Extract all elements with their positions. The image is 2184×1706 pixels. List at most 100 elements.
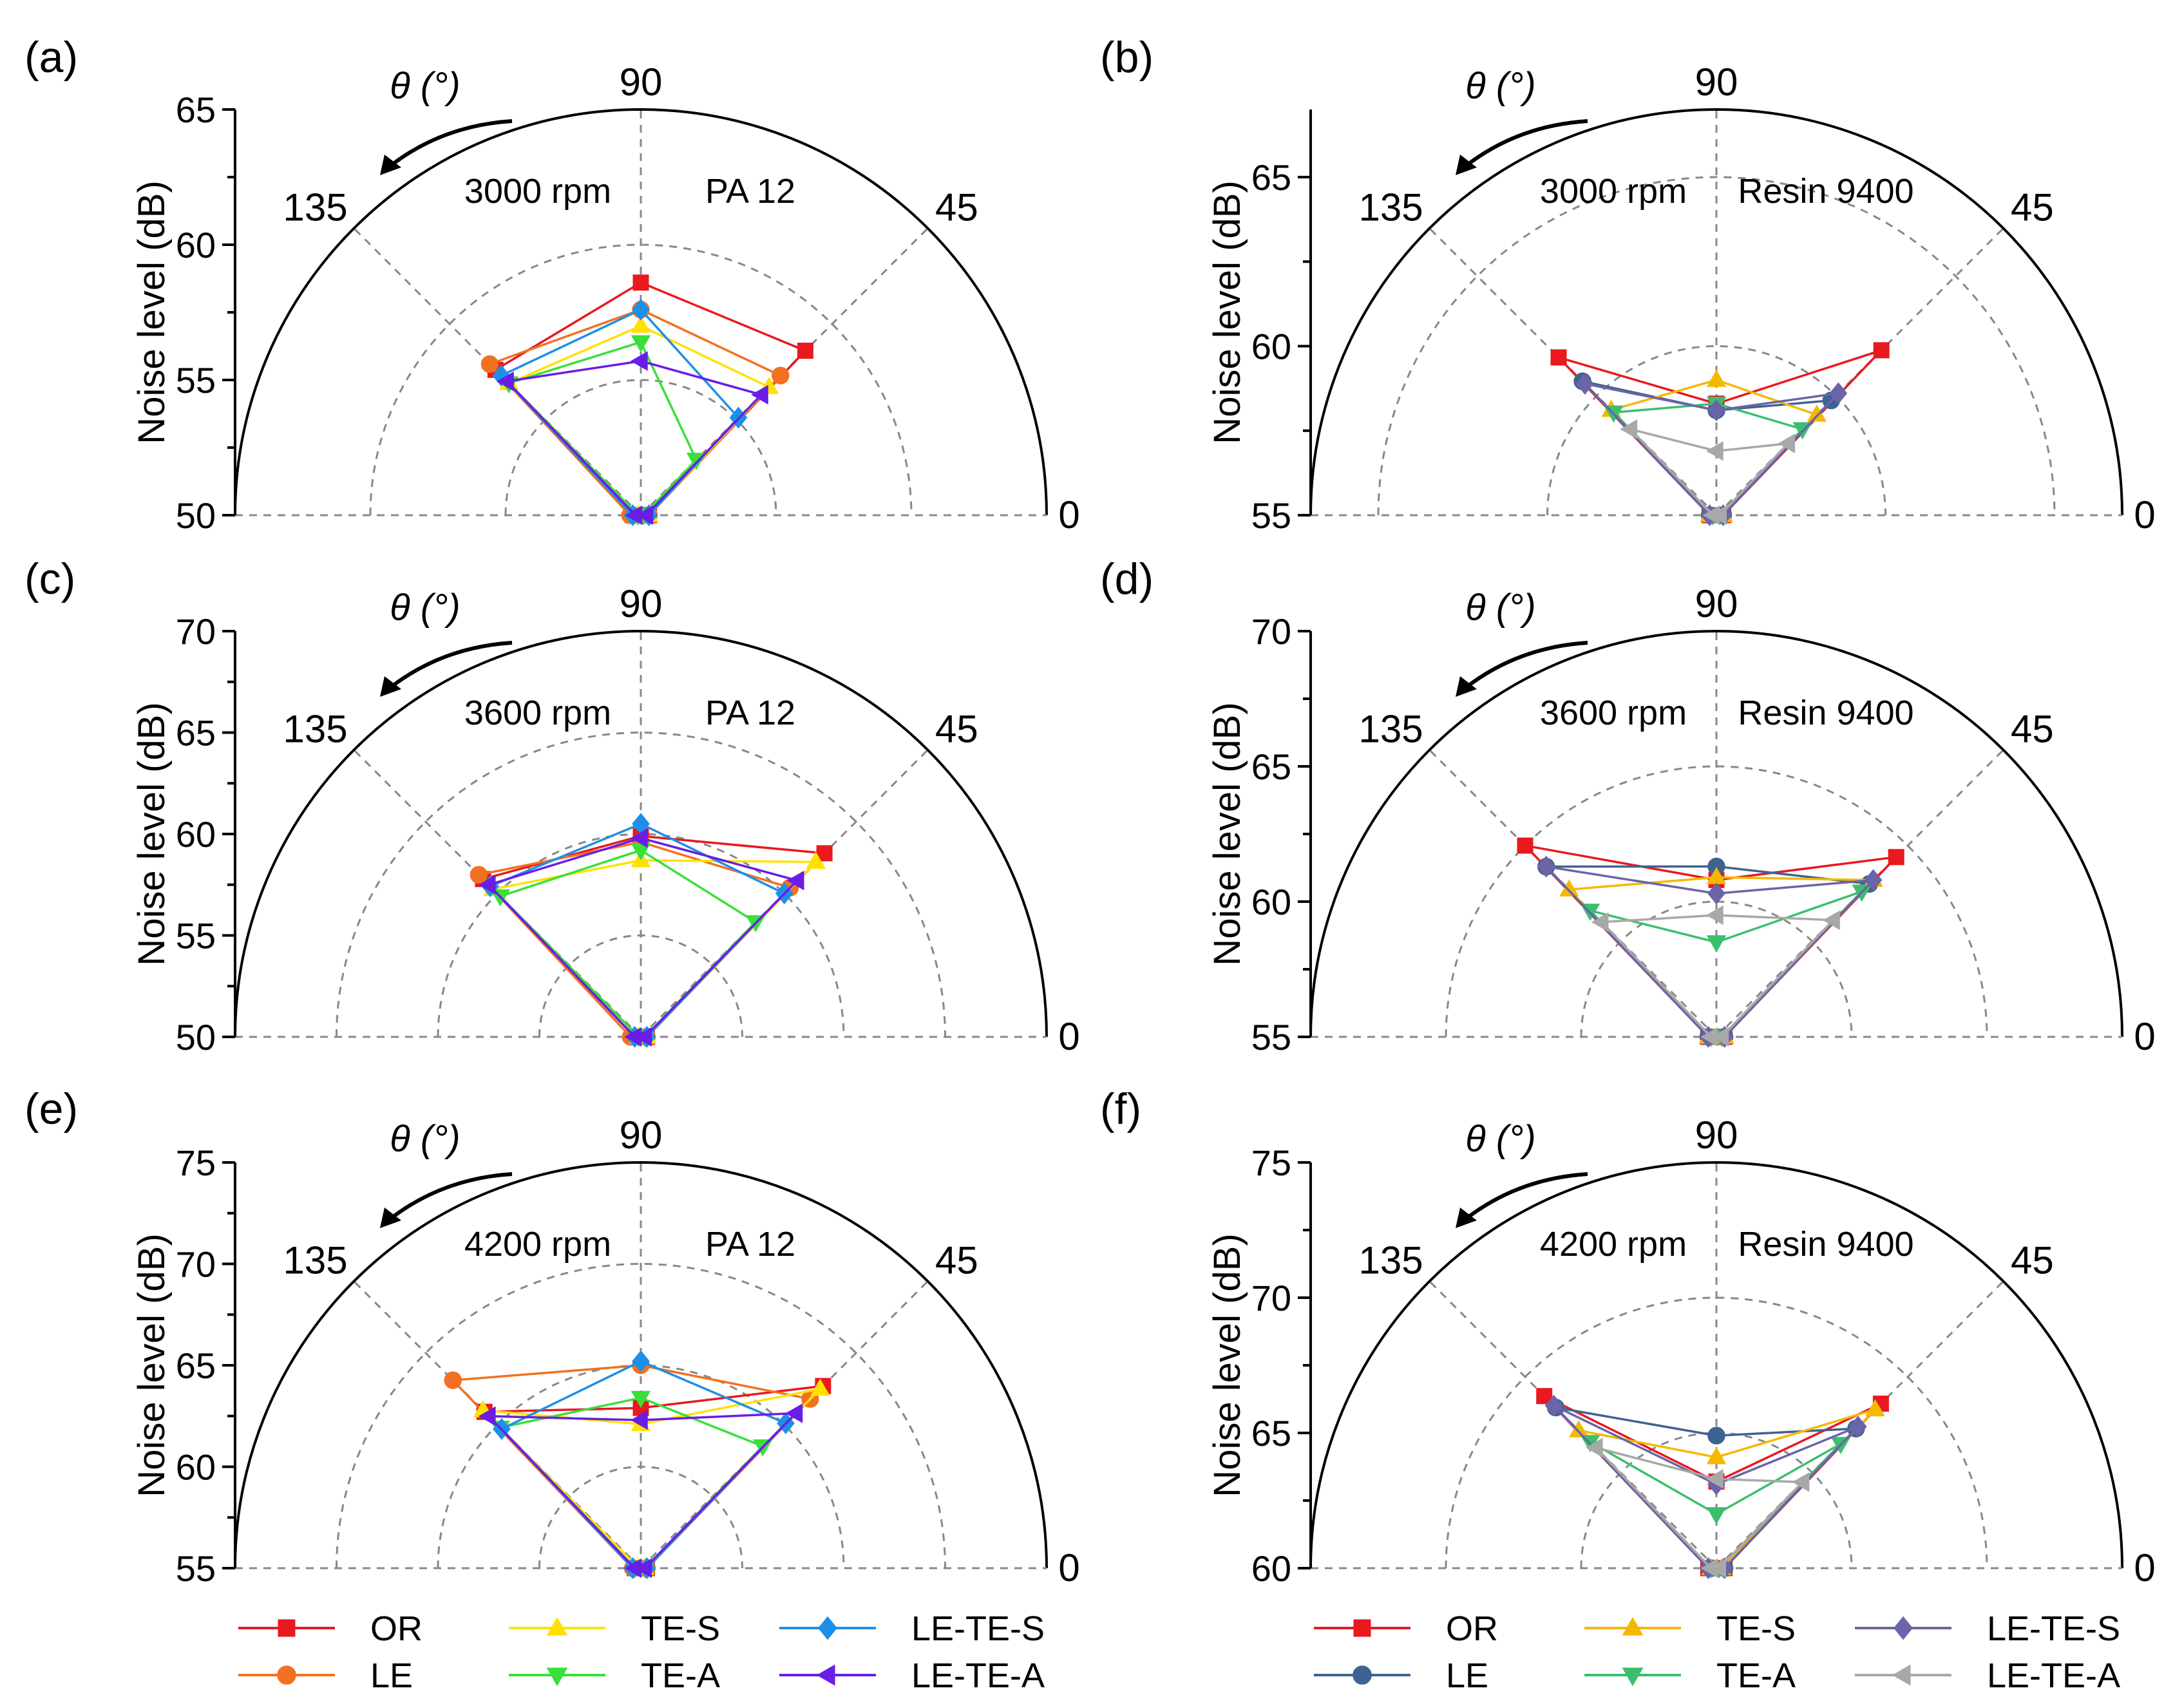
angle-label-45: 45 [2011, 708, 2054, 751]
theta-label: θ (°) [1465, 1118, 1535, 1160]
series-le-te-a [497, 351, 768, 526]
grid-ring [1377, 176, 2056, 516]
legend-marker [1894, 1616, 1913, 1640]
series-line [486, 1412, 799, 1569]
data-point [1792, 1472, 1810, 1492]
data-point [1706, 1507, 1727, 1525]
material-label: Resin 9400 [1738, 1225, 1913, 1264]
rotation-arrow [387, 119, 513, 169]
series-line [450, 1364, 813, 1569]
data-point [636, 505, 654, 526]
grid-ring [1445, 765, 1988, 1038]
material-label: PA 12 [705, 172, 795, 211]
radial-tick-label: 65 [1251, 1413, 1291, 1454]
polar-chart-e: 55 60 65 70 75 Noise level (dB) 90 45 135 0 θ (°) 4… [131, 1114, 1080, 1589]
data-point [1706, 935, 1727, 953]
rpm-label: 4200 rpm [464, 1225, 611, 1264]
theta-label: θ (°) [390, 65, 460, 107]
data-point [478, 875, 496, 895]
angle-label-0: 0 [2134, 493, 2155, 536]
data-point [810, 1378, 830, 1396]
rotation-arrow [1463, 641, 1588, 691]
data-point [797, 343, 813, 359]
legend-label: LE-TE-S [1987, 1609, 2120, 1648]
radial-tick-label: 55 [176, 916, 216, 956]
legend-label: LE-TE-A [911, 1656, 1045, 1695]
series-line [1586, 890, 1863, 1038]
radial-tick-label: 65 [176, 713, 216, 753]
outer-arc [234, 630, 1048, 1038]
series-line [1555, 349, 1883, 517]
data-point [1591, 912, 1609, 933]
data-point [1829, 382, 1848, 404]
data-point [1864, 869, 1883, 891]
data-point [1823, 910, 1840, 931]
legend-left: OR LE TE-S TE-A LE-TE-S LE-TE-A [238, 1609, 1045, 1695]
legend-item-te-s: TE-S [509, 1609, 720, 1648]
series-line [1552, 1405, 1859, 1569]
data-point [1700, 1027, 1718, 1047]
rpm-label: 3000 rpm [464, 172, 611, 211]
material-label: Resin 9400 [1738, 172, 1913, 211]
angle-label-135: 135 [283, 708, 348, 751]
rotation-arrowhead [380, 676, 401, 697]
radial-tick-label: 65 [1251, 746, 1291, 787]
data-point [1807, 404, 1827, 422]
data-point [785, 1403, 803, 1423]
radial-tick-label: 60 [1251, 882, 1291, 922]
series-le-te-a [1620, 419, 1796, 526]
angle-label-45: 45 [935, 186, 978, 229]
theta-label: θ (°) [1465, 65, 1535, 107]
theta-label: θ (°) [390, 587, 460, 629]
angle-label-0: 0 [2134, 1546, 2155, 1589]
data-point [632, 274, 649, 291]
y-axis-label: Noise level (dB) [1206, 1233, 1248, 1497]
outer-arc [1309, 1161, 2123, 1569]
angle-label-0: 0 [2134, 1015, 2155, 1058]
angle-label-0: 0 [1058, 1546, 1079, 1589]
data-point [786, 870, 804, 891]
angle-label-90: 90 [1695, 1114, 1738, 1157]
theta-label: θ (°) [1465, 587, 1535, 629]
data-point [480, 355, 499, 374]
series-le-te-a [478, 828, 804, 1047]
data-point [634, 1558, 652, 1578]
rotation-arrowhead [1456, 155, 1477, 175]
angle-label-45: 45 [2011, 186, 2054, 229]
legend-item-le-te-a: LE-TE-A [779, 1656, 1045, 1695]
radial-tick-label: 70 [176, 1244, 216, 1285]
y-axis-label: Noise level (dB) [131, 1233, 173, 1497]
series-le-te-a [478, 1403, 803, 1578]
theta-label: θ (°) [390, 1118, 460, 1160]
material-label: PA 12 [705, 694, 795, 732]
legend-item-te-a: TE-A [1584, 1656, 1796, 1695]
radial-tick-label: 75 [1251, 1142, 1291, 1183]
angle-label-45: 45 [2011, 1239, 2054, 1282]
data-point [751, 384, 768, 405]
radial-tick-label: 50 [176, 495, 216, 536]
outer-arc [1309, 630, 2123, 1038]
data-point [630, 351, 648, 371]
radial-tick-label: 65 [1251, 157, 1291, 198]
series-le [444, 1356, 819, 1577]
angle-label-90: 90 [620, 1114, 663, 1157]
rotation-arrowhead [380, 1208, 401, 1228]
angle-label-45: 45 [935, 708, 978, 751]
angle-label-135: 135 [283, 186, 348, 229]
data-point [631, 1390, 651, 1408]
rotation-arrow [1463, 119, 1588, 169]
legend-label: TE-A [1716, 1656, 1796, 1695]
data-point [625, 505, 643, 526]
data-point [1706, 369, 1727, 387]
angle-label-135: 135 [1359, 1239, 1423, 1282]
legend-item-le-te-s: LE-TE-S [779, 1609, 1045, 1648]
y-axis-label: Noise level (dB) [131, 702, 173, 965]
grid-ring [1580, 1432, 1853, 1569]
legend-label: OR [1446, 1609, 1498, 1648]
series-le-te-s [1544, 1394, 1867, 1579]
legend-item-le: LE [1314, 1656, 1488, 1695]
radial-tick-label: 70 [1251, 1278, 1291, 1318]
data-point [470, 866, 488, 884]
series-te-a [499, 335, 707, 526]
